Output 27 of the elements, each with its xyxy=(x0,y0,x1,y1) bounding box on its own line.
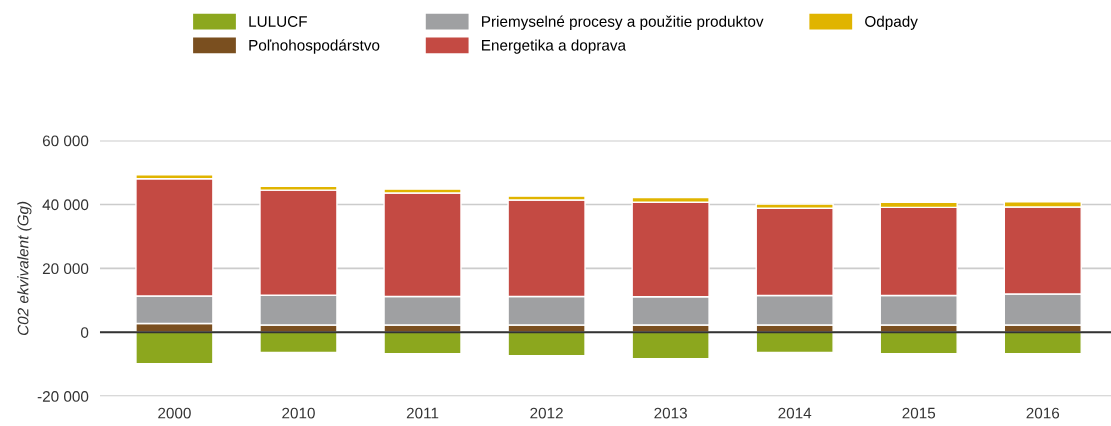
y-tick-label: 60 000 xyxy=(42,135,89,147)
bar xyxy=(507,331,586,357)
x-tick-label: 2011 xyxy=(406,407,439,419)
x-tick-label: 2000 xyxy=(158,407,191,419)
x-tick-label: 2014 xyxy=(778,407,812,419)
y-tick-label: -20 000 xyxy=(37,391,89,402)
x-tick-label: 2013 xyxy=(654,407,687,419)
y-axis-title: C02 ekvivalent (Gg) xyxy=(17,201,32,336)
bar xyxy=(383,331,462,355)
bar xyxy=(1003,331,1082,355)
y-tick-label: 0 xyxy=(80,327,89,338)
y-tick-label: 20 000 xyxy=(42,263,89,275)
bar xyxy=(631,331,710,360)
legend-label: Priemyselné procesy a použitie produktov xyxy=(482,15,764,30)
legend-label: LULUCF xyxy=(249,16,307,27)
bar xyxy=(135,331,214,365)
legend-label: Poľnohospodárstvo xyxy=(249,39,380,54)
x-tick-label: 2012 xyxy=(530,407,563,419)
bar xyxy=(879,331,958,355)
x-tick-label: 2015 xyxy=(902,407,936,419)
bar xyxy=(259,331,338,354)
legend-label: Energetika a doprava xyxy=(482,39,627,54)
x-tick-label: 2016 xyxy=(1026,407,1060,419)
bar xyxy=(755,331,834,354)
x-tick-label: 2010 xyxy=(282,407,315,419)
y-tick-label: 40 000 xyxy=(42,199,89,211)
legend-label: Odpady xyxy=(865,15,918,30)
